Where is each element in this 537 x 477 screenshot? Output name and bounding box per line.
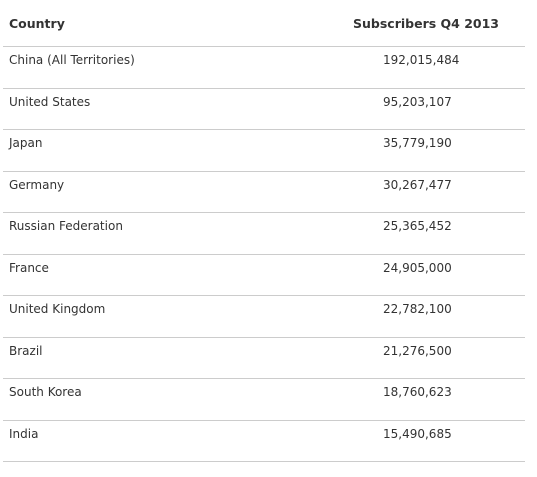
cell-subscribers: 18,760,623 xyxy=(321,378,525,421)
cell-country: United Kingdom xyxy=(3,295,321,338)
cell-subscribers: 25,365,452 xyxy=(321,212,525,255)
cell-country: France xyxy=(3,254,321,296)
cell-subscribers: 15,490,685 xyxy=(321,420,525,462)
cell-country: South Korea xyxy=(3,378,321,421)
table-row: Brazil 21,276,500 xyxy=(3,337,525,379)
cell-country: United States xyxy=(3,88,321,130)
cell-country: Japan xyxy=(3,129,321,172)
subscribers-table: Country Subscribers Q4 2013 China (All T… xyxy=(3,0,525,462)
cell-country: Russian Federation xyxy=(3,212,321,255)
subscribers-table-container: Country Subscribers Q4 2013 China (All T… xyxy=(3,0,525,462)
table-row: Japan 35,779,190 xyxy=(3,129,525,172)
table-row: India 15,490,685 xyxy=(3,420,525,462)
cell-subscribers: 21,276,500 xyxy=(321,337,525,379)
cell-subscribers: 30,267,477 xyxy=(321,171,525,213)
cell-subscribers: 22,782,100 xyxy=(321,295,525,338)
table-header: Country Subscribers Q4 2013 xyxy=(3,0,525,47)
table-body: China (All Territories) 192,015,484 Unit… xyxy=(3,46,525,462)
table-row: China (All Territories) 192,015,484 xyxy=(3,46,525,89)
table-row: Russian Federation 25,365,452 xyxy=(3,212,525,255)
column-header-country: Country xyxy=(3,0,321,47)
cell-subscribers: 24,905,000 xyxy=(321,254,525,296)
cell-subscribers: 95,203,107 xyxy=(321,88,525,130)
table-row: Germany 30,267,477 xyxy=(3,171,525,213)
cell-country: China (All Territories) xyxy=(3,46,321,89)
cell-subscribers: 35,779,190 xyxy=(321,129,525,172)
table-row: United Kingdom 22,782,100 xyxy=(3,295,525,338)
column-header-subscribers: Subscribers Q4 2013 xyxy=(321,0,525,47)
table-row: United States 95,203,107 xyxy=(3,88,525,130)
cell-country: Brazil xyxy=(3,337,321,379)
table-row: South Korea 18,760,623 xyxy=(3,378,525,421)
cell-country: India xyxy=(3,420,321,462)
cell-subscribers: 192,015,484 xyxy=(321,46,525,89)
cell-country: Germany xyxy=(3,171,321,213)
table-row: France 24,905,000 xyxy=(3,254,525,296)
header-row: Country Subscribers Q4 2013 xyxy=(3,0,525,47)
